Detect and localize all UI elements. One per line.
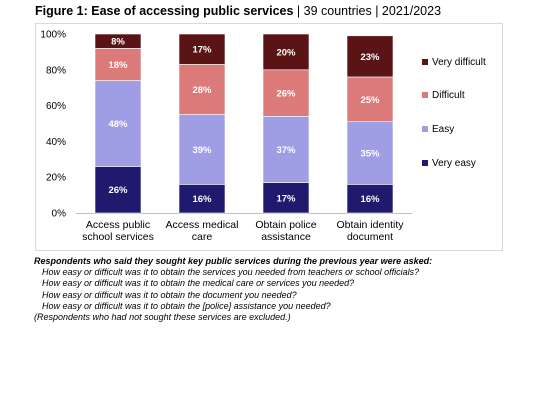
x-tick-label: Obtain police bbox=[255, 219, 316, 231]
legend-label: Easy bbox=[432, 124, 454, 135]
data-label: 17% bbox=[276, 193, 296, 204]
legend-label: Very easy bbox=[432, 158, 476, 169]
x-tick-label: school services bbox=[82, 231, 154, 243]
x-tick-label: Obtain identity bbox=[336, 219, 404, 231]
figure-title: Figure 1: Ease of accessing public servi… bbox=[35, 4, 441, 18]
data-label: 37% bbox=[276, 145, 296, 156]
data-label: 17% bbox=[192, 45, 212, 56]
notes-question-3: How easy or difficult was it to obtain t… bbox=[42, 289, 297, 300]
legend-swatch bbox=[422, 126, 428, 132]
bar-segment bbox=[262, 33, 310, 71]
data-label: 16% bbox=[192, 194, 212, 205]
y-tick-label: 60% bbox=[46, 101, 66, 112]
data-label: 35% bbox=[360, 149, 380, 160]
y-tick-label: 20% bbox=[46, 173, 66, 184]
y-tick-label: 0% bbox=[52, 209, 67, 220]
figure-title-meta: | 39 countries | 2021/2023 bbox=[293, 4, 442, 18]
stacked-bar-chart: 0% 20% 40% 60% 80% 100% 26% 48% 18% 8% Access publ… bbox=[40, 30, 486, 244]
legend-swatch bbox=[422, 160, 428, 166]
notes-question-2: How easy or difficult was it to obtain t… bbox=[42, 278, 355, 289]
y-tick-label: 80% bbox=[46, 65, 66, 76]
data-label: 39% bbox=[192, 145, 212, 156]
legend-label: Very difficult bbox=[432, 57, 486, 68]
bar-segment bbox=[178, 33, 226, 65]
notes-question-1: How easy or difficult was it to obtain t… bbox=[42, 267, 420, 278]
data-label: 20% bbox=[276, 47, 296, 58]
x-tick-label: assistance bbox=[261, 231, 311, 243]
x-tick-label: Access medical bbox=[166, 219, 239, 231]
bar-segment bbox=[94, 80, 142, 167]
bar-segment bbox=[346, 184, 394, 214]
data-label: 8% bbox=[111, 37, 125, 48]
x-tick-label: care bbox=[192, 231, 213, 243]
legend-swatch bbox=[422, 59, 428, 65]
bar-segment bbox=[346, 121, 394, 185]
bar-segment bbox=[94, 33, 142, 49]
x-tick-label: Access public bbox=[86, 219, 150, 231]
data-label: 26% bbox=[276, 89, 296, 100]
notes-question-4: How easy or difficult was it to obtain t… bbox=[42, 300, 331, 311]
figure-title-main: Figure 1: Ease of accessing public servi… bbox=[35, 4, 294, 18]
y-tick-label: 40% bbox=[46, 137, 66, 148]
data-label: 23% bbox=[360, 52, 380, 63]
bar-segment bbox=[178, 114, 226, 185]
data-label: 28% bbox=[192, 85, 212, 96]
data-label: 25% bbox=[360, 95, 380, 106]
bar-segment bbox=[262, 182, 310, 214]
bar-segment bbox=[94, 166, 142, 214]
y-tick-label: 100% bbox=[40, 30, 66, 41]
legend-swatch bbox=[422, 92, 428, 98]
notes-footer: (Respondents who had not sought these se… bbox=[34, 312, 291, 323]
data-label: 48% bbox=[108, 119, 128, 130]
data-label: 26% bbox=[108, 185, 128, 196]
bar-segment bbox=[346, 35, 394, 78]
bar-segment bbox=[178, 64, 226, 115]
bar-segment bbox=[178, 184, 226, 214]
chart-panel: 0% 20% 40% 60% 80% 100% 26% 48% 18% 8% Access publ… bbox=[35, 23, 503, 251]
notes-lead: Respondents who said they sought key pub… bbox=[34, 256, 433, 266]
legend-label: Difficult bbox=[432, 90, 465, 101]
data-label: 16% bbox=[360, 194, 380, 205]
x-tick-label: document bbox=[347, 231, 393, 243]
bar-segment bbox=[262, 116, 310, 183]
chart-notes: Respondents who said they sought key pub… bbox=[34, 256, 432, 323]
data-label: 18% bbox=[108, 60, 128, 71]
